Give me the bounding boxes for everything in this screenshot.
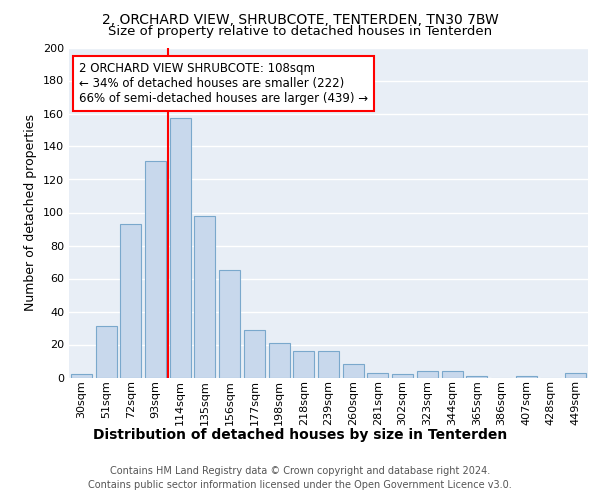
Bar <box>392 374 413 378</box>
Text: 2, ORCHARD VIEW, SHRUBCOTE, TENTERDEN, TN30 7BW: 2, ORCHARD VIEW, SHRUBCOTE, TENTERDEN, T… <box>101 12 499 26</box>
Bar <box>318 351 339 378</box>
Bar <box>417 371 438 378</box>
Bar <box>219 270 240 378</box>
Text: Distribution of detached houses by size in Tenterden: Distribution of detached houses by size … <box>93 428 507 442</box>
Text: 2 ORCHARD VIEW SHRUBCOTE: 108sqm
← 34% of detached houses are smaller (222)
66% : 2 ORCHARD VIEW SHRUBCOTE: 108sqm ← 34% o… <box>79 62 368 106</box>
Bar <box>442 371 463 378</box>
Y-axis label: Number of detached properties: Number of detached properties <box>25 114 37 311</box>
Bar <box>95 326 116 378</box>
Bar <box>71 374 92 378</box>
Text: Size of property relative to detached houses in Tenterden: Size of property relative to detached ho… <box>108 25 492 38</box>
Bar <box>194 216 215 378</box>
Bar <box>145 162 166 378</box>
Bar <box>343 364 364 378</box>
Text: Contains HM Land Registry data © Crown copyright and database right 2024.: Contains HM Land Registry data © Crown c… <box>110 466 490 476</box>
Bar <box>367 372 388 378</box>
Bar <box>120 224 141 378</box>
Bar <box>244 330 265 378</box>
Bar <box>516 376 537 378</box>
Bar <box>293 351 314 378</box>
Bar <box>466 376 487 378</box>
Text: Contains public sector information licensed under the Open Government Licence v3: Contains public sector information licen… <box>88 480 512 490</box>
Bar <box>565 372 586 378</box>
Bar <box>170 118 191 378</box>
Bar <box>269 343 290 378</box>
